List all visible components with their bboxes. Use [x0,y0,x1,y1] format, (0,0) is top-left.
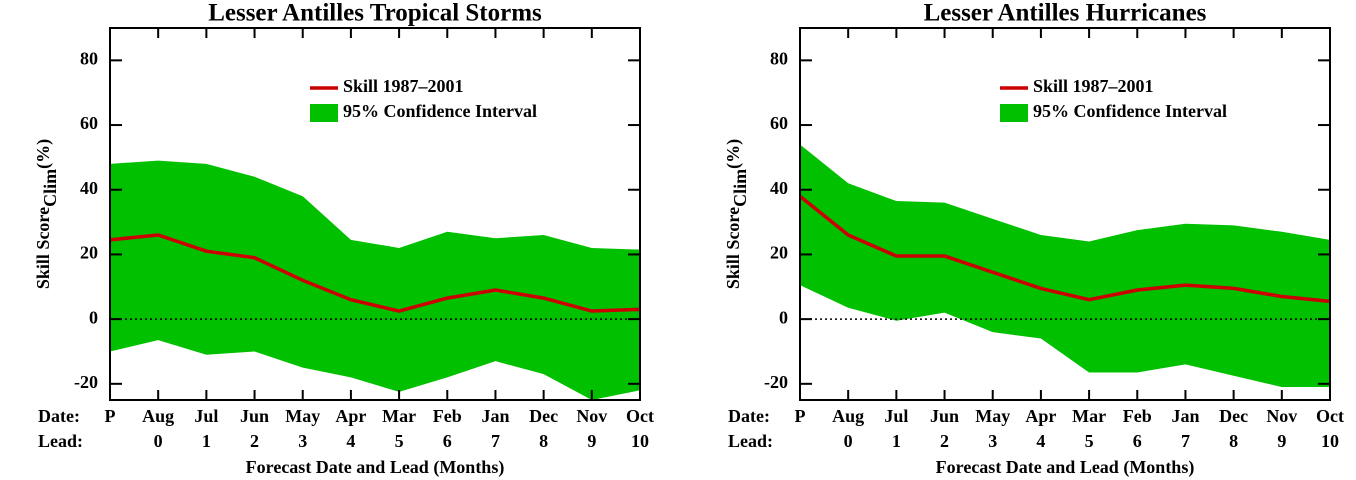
row-label: Date: [38,406,80,426]
y-tick-label: 20 [770,243,788,263]
y-label-unit: (%) [723,139,744,169]
date-label: Nov [1266,406,1297,426]
x-axis-label: Forecast Date and Lead (Months) [936,457,1195,478]
lead-label: 1 [892,431,901,451]
date-label: Jun [240,406,269,426]
y-tick-label: 80 [80,48,98,68]
lead-label: 9 [587,431,596,451]
date-label: Mar [1072,406,1106,426]
row-label: Date: [728,406,770,426]
date-label: Mar [382,406,416,426]
date-label: P [105,406,116,426]
date-label: Oct [1316,406,1344,426]
row-label: Lead: [38,431,83,451]
panel: Lesser Antilles Tropical Storms-20020406… [33,0,654,478]
y-axis-label: Skill ScoreClim(%) [33,139,60,289]
y-label-main: Skill Score [723,207,743,289]
lead-label: 7 [1181,431,1190,451]
date-label: Jun [930,406,959,426]
x-axis-label: Forecast Date and Lead (Months) [246,457,505,478]
date-label: Jul [884,406,908,426]
legend-label: Skill 1987–2001 [343,76,464,96]
date-label: Dec [529,406,558,426]
lead-label: 10 [631,431,649,451]
y-tick-label: -20 [764,372,788,392]
lead-label: 6 [1133,431,1142,451]
date-label: Nov [576,406,607,426]
date-label: Dec [1219,406,1248,426]
legend-label: Skill 1987–2001 [1033,76,1154,96]
date-label: P [795,406,806,426]
skill-line [798,194,1331,304]
lead-label: 1 [202,431,211,451]
date-label: May [285,406,320,426]
y-tick-label: 40 [80,178,98,198]
date-label: Aug [832,406,864,426]
plot-frame [109,27,641,401]
date-label: May [975,406,1010,426]
y-tick-label: 0 [89,307,98,327]
y-tick-label: 0 [779,307,788,327]
lead-label: 2 [250,431,259,451]
lead-label: 0 [154,431,163,451]
y-tick-label: 60 [80,113,98,133]
legend-swatch [1000,104,1028,122]
y-tick-label: 40 [770,178,788,198]
plot-frame [799,27,1331,401]
lead-label: 4 [346,431,355,451]
lead-label: 5 [1085,431,1094,451]
lead-label: 4 [1036,431,1045,451]
y-label-main: Skill Score [33,207,53,289]
date-label: Jan [481,406,509,426]
confidence-band [800,144,1330,388]
legend-label: 95% Confidence Interval [343,101,537,121]
y-label-sub: Clim [40,169,60,207]
date-label: Feb [1123,406,1152,426]
lead-label: 10 [1321,431,1339,451]
lead-label: 8 [539,431,548,451]
lead-label: 3 [298,431,307,451]
lead-label: 2 [940,431,949,451]
lead-label: 6 [443,431,452,451]
lead-label: 5 [395,431,404,451]
confidence-band [110,160,640,400]
y-tick-label: 80 [770,48,788,68]
legend-label: 95% Confidence Interval [1033,101,1227,121]
y-label-unit: (%) [33,139,54,169]
y-tick-label: 60 [770,113,788,133]
lead-label: 7 [491,431,500,451]
date-label: Aug [142,406,174,426]
y-tick-label: -20 [74,372,98,392]
y-tick-label: 20 [80,243,98,263]
date-label: Oct [626,406,654,426]
row-label: Lead: [728,431,773,451]
lead-label: 8 [1229,431,1238,451]
y-label-sub: Clim [730,169,750,207]
date-label: Jan [1171,406,1199,426]
chart-title: Lesser Antilles Tropical Storms [208,0,542,27]
lead-label: 3 [988,431,997,451]
lead-label: 0 [844,431,853,451]
lead-label: 9 [1277,431,1286,451]
date-label: Apr [335,406,366,426]
legend-swatch [310,104,338,122]
y-axis-label: Skill ScoreClim(%) [723,139,750,289]
skill-line [109,233,641,313]
date-label: Feb [433,406,462,426]
chart-title: Lesser Antilles Hurricanes [924,0,1207,27]
date-label: Apr [1025,406,1056,426]
date-label: Jul [194,406,218,426]
